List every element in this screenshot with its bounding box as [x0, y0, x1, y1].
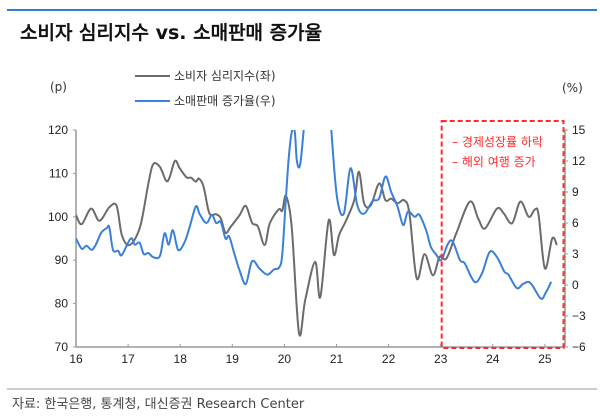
left-axis-unit: (p) — [50, 80, 67, 94]
annotation-line-1: – 경제성장률 하락 — [452, 135, 543, 149]
right-axis-unit: (%) — [562, 81, 583, 95]
left-tick-label: 110 — [49, 166, 68, 180]
legend-label-retail: 소매판매 증가율(우) — [174, 94, 276, 108]
series-line-retail-sales — [330, 130, 553, 300]
series-line-consumer-sentiment — [76, 159, 558, 337]
x-tick-label: 23 — [434, 352, 448, 366]
right-tick-label: 3 — [572, 247, 579, 261]
x-tick-label: 22 — [382, 352, 396, 366]
x-tick-label: 21 — [330, 352, 344, 366]
annotation-box: – 경제성장률 하락 – 해외 여행 증가 — [440, 120, 565, 349]
right-tick-label: 6 — [572, 216, 579, 230]
right-tick-label: 9 — [572, 185, 579, 199]
legend-label-csi: 소비자 심리지수(좌) — [174, 69, 276, 83]
x-tick-label: 24 — [486, 352, 500, 366]
x-tick-label: 19 — [226, 352, 240, 366]
left-tick-label: 70 — [55, 340, 69, 354]
left-tick-label: 90 — [55, 253, 69, 267]
chart-title: 소비자 심리지수 vs. 소매판매 증가율 — [20, 22, 322, 44]
right-tick-label: 0 — [572, 278, 579, 292]
legend: 소비자 심리지수(좌) 소매판매 증가율(우) — [135, 69, 276, 108]
right-tick-label: 12 — [572, 154, 586, 168]
right-tick-label: −3 — [572, 309, 586, 323]
x-tick-label: 20 — [278, 352, 292, 366]
x-tick-label: 16 — [69, 352, 83, 366]
series-line-retail-sales — [76, 130, 305, 286]
right-tick-label: −6 — [572, 340, 586, 354]
left-tick-label: 80 — [55, 297, 69, 311]
right-tick-label: 15 — [572, 123, 586, 137]
x-tick-label: 25 — [538, 352, 552, 366]
annotation-rect — [440, 120, 565, 349]
source-note: 자료: 한국은행, 통계청, 대신증권 Research Center — [12, 396, 305, 412]
annotation-line-2: – 해외 여행 증가 — [452, 154, 536, 169]
x-tick-label: 18 — [174, 352, 188, 366]
left-tick-label: 120 — [48, 123, 68, 137]
axes: 70 80 90 100 110 120 −6 −3 0 3 6 9 12 15 16 17 18 19 20 21 2… — [48, 123, 586, 366]
x-tick-label: 17 — [121, 352, 135, 366]
left-tick-label: 100 — [48, 210, 68, 224]
plot-lines — [76, 130, 558, 337]
